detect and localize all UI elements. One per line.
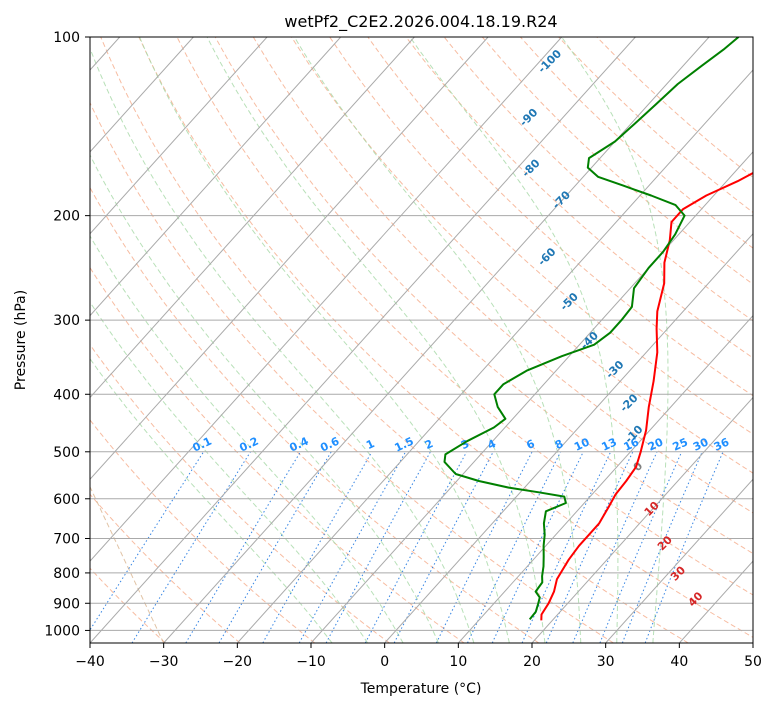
mixing-ratio-line — [298, 451, 407, 643]
moist-adiabat — [139, 37, 510, 643]
dry-adiabat — [329, 37, 753, 435]
mixing-ratio-label: 13 — [600, 435, 619, 453]
mixing-ratio-label: 25 — [671, 435, 690, 453]
y-axis-label: Pressure (hPa) — [13, 290, 29, 390]
isotherm — [310, 151, 753, 643]
mixing-ratio-line — [572, 451, 658, 643]
x-tick-label: 40 — [670, 654, 688, 670]
plot-frame — [89, 36, 754, 644]
temperature-line — [540, 171, 753, 621]
x-tick-label: −40 — [75, 654, 105, 670]
isotherm — [90, 37, 489, 481]
mixing-ratio-label: 10 — [572, 435, 592, 453]
x-tick-label: −30 — [149, 654, 179, 670]
y-tick-label: 700 — [53, 532, 80, 548]
x-tick-label: 10 — [449, 654, 467, 670]
y-tick-label: 200 — [53, 209, 80, 225]
y-tick-label: 100 — [53, 30, 80, 46]
x-tick-label: 20 — [523, 654, 541, 670]
mixing-ratio-line — [325, 451, 431, 643]
y-tick-label: 500 — [53, 445, 80, 461]
isotherm — [531, 396, 753, 643]
moist-adiabat — [293, 37, 582, 643]
moist-adiabat — [90, 153, 439, 643]
dry-adiabat — [100, 37, 689, 643]
dry-adiabat — [90, 343, 390, 643]
isotherm — [90, 37, 194, 153]
dry-adiabat — [367, 37, 753, 397]
isotherm — [605, 478, 753, 643]
y-axis-ticks: 100 200 300 400 500 600 700 800 900 1000 — [44, 30, 90, 639]
y-tick-label: 800 — [53, 566, 80, 582]
moist-adiabat — [409, 37, 619, 643]
y-tick-label: 1000 — [44, 623, 80, 639]
isotherm — [90, 37, 268, 235]
isotherm — [236, 69, 753, 643]
dry-adiabat — [90, 266, 465, 643]
mixing-ratio-label: 30 — [691, 435, 711, 453]
x-tick-label: −10 — [296, 654, 326, 670]
mixing-ratio-line — [435, 451, 533, 643]
mixing-ratio-label: 16 — [622, 435, 642, 453]
dewpoint-line — [443, 37, 740, 621]
mixing-ratio-line — [185, 451, 301, 643]
mixing-ratio-label: 36 — [712, 435, 732, 453]
mixing-ratio-line — [364, 451, 468, 643]
mixing-ratio-line — [599, 451, 683, 643]
mixing-ratio-line — [90, 451, 205, 631]
moist-adiabat — [90, 235, 404, 643]
y-tick-label: 600 — [53, 492, 80, 508]
mixing-ratio-label: 20 — [646, 435, 666, 453]
mixing-ratio-line — [467, 451, 562, 643]
dry-adiabat — [176, 37, 753, 596]
moist-adiabat — [561, 37, 669, 643]
x-axis-label: Temperature (°C) — [360, 681, 482, 697]
dry-adiabat — [90, 419, 316, 643]
isotherm — [90, 37, 636, 643]
x-axis-ticks: −40 −30 −20 −10 0 10 20 30 40 50 — [75, 643, 762, 670]
dry-adiabat — [481, 37, 753, 285]
dry-adiabat — [90, 186, 540, 643]
y-tick-label: 300 — [53, 313, 80, 329]
x-tick-label: −20 — [223, 654, 253, 670]
dry-adiabat — [90, 567, 166, 643]
sounding-traces — [443, 37, 753, 621]
isotherm — [457, 314, 753, 643]
mixing-ratio-line — [621, 451, 703, 643]
y-tick-label: 900 — [53, 596, 80, 612]
chart-title: wetPf2_C2E2.2026.004.18.19.R24 — [284, 12, 557, 32]
x-tick-label: 0 — [380, 654, 389, 670]
isotherm — [90, 37, 563, 562]
x-tick-label: 30 — [597, 654, 615, 670]
moist-adiabat — [90, 47, 475, 643]
x-tick-label: 50 — [744, 654, 762, 670]
y-tick-label: 400 — [53, 387, 80, 403]
isotherm — [90, 37, 415, 399]
isotherm — [90, 37, 342, 317]
dry-adiabat — [214, 37, 753, 555]
moist-adiabat — [90, 301, 369, 643]
dry-adiabat — [443, 37, 753, 322]
dry-adiabat — [252, 37, 753, 514]
